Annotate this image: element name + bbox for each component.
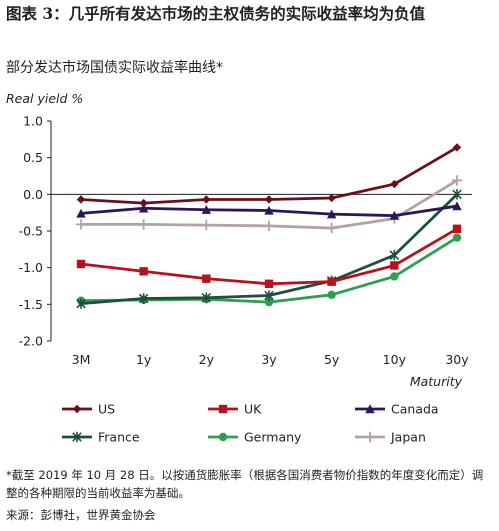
- legend-marker-uk: [218, 404, 228, 414]
- y-tick-label: 0.5: [23, 150, 43, 165]
- data-point-us: [139, 198, 148, 208]
- y-tick-label: -1.5: [19, 297, 43, 312]
- data-point-us: [76, 195, 86, 204]
- data-point-japan: [451, 175, 463, 186]
- data-point-us: [327, 193, 336, 203]
- legend-label-france: France: [98, 430, 140, 445]
- data-point-uk: [390, 261, 399, 270]
- x-tick-label: 2y: [199, 352, 215, 367]
- data-point-canada: [138, 203, 149, 213]
- yield-curve-chart: 1.0 0.5 0.0 -0.5 -1.0 -1.5 -2.0 3M 1y 2y 3y 5y 10y 30…: [19, 114, 472, 445]
- legend-label-us: US: [98, 402, 115, 417]
- legend-label-uk: UK: [244, 402, 262, 417]
- data-point-germany: [452, 233, 462, 242]
- y-tick-label: -1.0: [19, 260, 43, 275]
- x-tick-label: 5y: [324, 352, 340, 367]
- data-point-uk: [76, 259, 86, 269]
- data-point-france: [138, 293, 149, 304]
- legend-marker-france: [72, 431, 82, 443]
- data-point-germany: [327, 290, 336, 299]
- legend-marker-germany: [218, 432, 228, 442]
- data-point-canada: [201, 205, 212, 214]
- data-point-us: [202, 195, 211, 204]
- data-point-uk: [264, 279, 274, 288]
- x-tick-label: 1y: [136, 352, 152, 367]
- series-line-uk: [80, 227, 458, 286]
- data-point-japan: [138, 219, 149, 230]
- x-tick-label: 3y: [261, 352, 277, 367]
- y-axis-label: Real yield %: [6, 91, 84, 106]
- source-text: 来源：彭博社，世界黄金协会: [6, 508, 156, 522]
- data-point-france: [264, 290, 274, 301]
- data-point-uk: [327, 277, 336, 286]
- data-point-france: [452, 189, 462, 200]
- y-tick-label: -0.5: [19, 224, 43, 239]
- legend-label-japan: Japan: [390, 430, 426, 445]
- chart-subtitle: 部分发达市场国债实际收益率曲线*: [6, 60, 223, 76]
- legend-marker-us: [72, 404, 82, 414]
- data-point-germany: [264, 297, 274, 307]
- x-tick-label: 10y: [383, 352, 407, 367]
- data-point-france: [76, 298, 86, 309]
- footnote: *截至 2019 年 10 月 28 日。以按通货膨胀率（根据各国消费者物价指数…: [6, 468, 484, 500]
- y-tick-label: 0.0: [23, 187, 43, 202]
- data-point-uk: [202, 274, 211, 283]
- data-point-japan: [75, 219, 87, 230]
- chart-title: 图表 3：几乎所有发达市场的主权债务的实际收益率均为负值: [6, 4, 426, 23]
- data-point-us: [264, 195, 274, 204]
- data-point-us: [390, 179, 399, 189]
- y-tick-label: -2.0: [19, 334, 43, 349]
- x-tick-label: 30y: [445, 352, 469, 367]
- data-point-france: [201, 292, 212, 303]
- data-point-uk: [139, 267, 148, 276]
- y-tick-label: 1.0: [23, 114, 43, 129]
- x-tick-label: 3M: [72, 352, 91, 367]
- data-point-japan: [263, 220, 275, 232]
- x-axis-label: Maturity: [410, 374, 463, 389]
- legend-marker-canada: [365, 404, 375, 414]
- data-point-us: [452, 143, 462, 152]
- data-point-canada: [452, 201, 462, 211]
- data-point-france: [389, 250, 400, 261]
- legend-label-canada: Canada: [391, 402, 439, 417]
- data-point-canada: [76, 208, 86, 218]
- data-point-uk: [452, 224, 462, 233]
- data-point-japan: [201, 219, 212, 231]
- data-point-germany: [390, 272, 399, 281]
- legend-marker-japan: [364, 431, 376, 443]
- legend-label-germany: Germany: [244, 430, 302, 445]
- data-point-canada: [389, 210, 400, 220]
- data-point-canada: [326, 209, 337, 219]
- data-point-canada: [264, 205, 274, 215]
- data-point-japan: [326, 222, 337, 234]
